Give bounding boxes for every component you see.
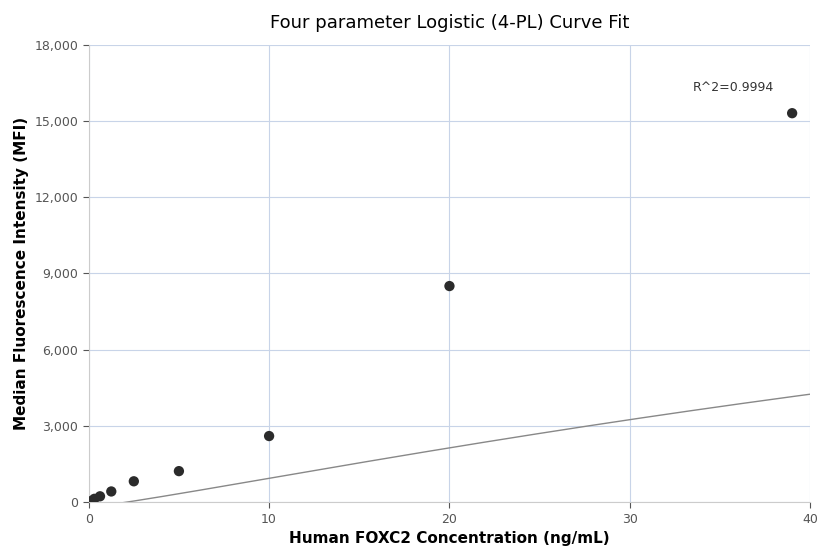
- Point: [172, 466, 186, 475]
- Point: [87, 494, 101, 503]
- Point: [443, 282, 456, 291]
- Text: R^2=0.9994: R^2=0.9994: [693, 81, 775, 94]
- Title: Four parameter Logistic (4-PL) Curve Fit: Four parameter Logistic (4-PL) Curve Fit: [270, 14, 629, 32]
- Point: [85, 496, 98, 505]
- Point: [262, 432, 275, 441]
- Point: [785, 109, 799, 118]
- Y-axis label: Median Fluorescence Intensity (MFI): Median Fluorescence Intensity (MFI): [14, 117, 29, 430]
- Point: [127, 477, 141, 486]
- Point: [105, 487, 118, 496]
- Point: [93, 492, 106, 501]
- X-axis label: Human FOXC2 Concentration (ng/mL): Human FOXC2 Concentration (ng/mL): [290, 531, 610, 546]
